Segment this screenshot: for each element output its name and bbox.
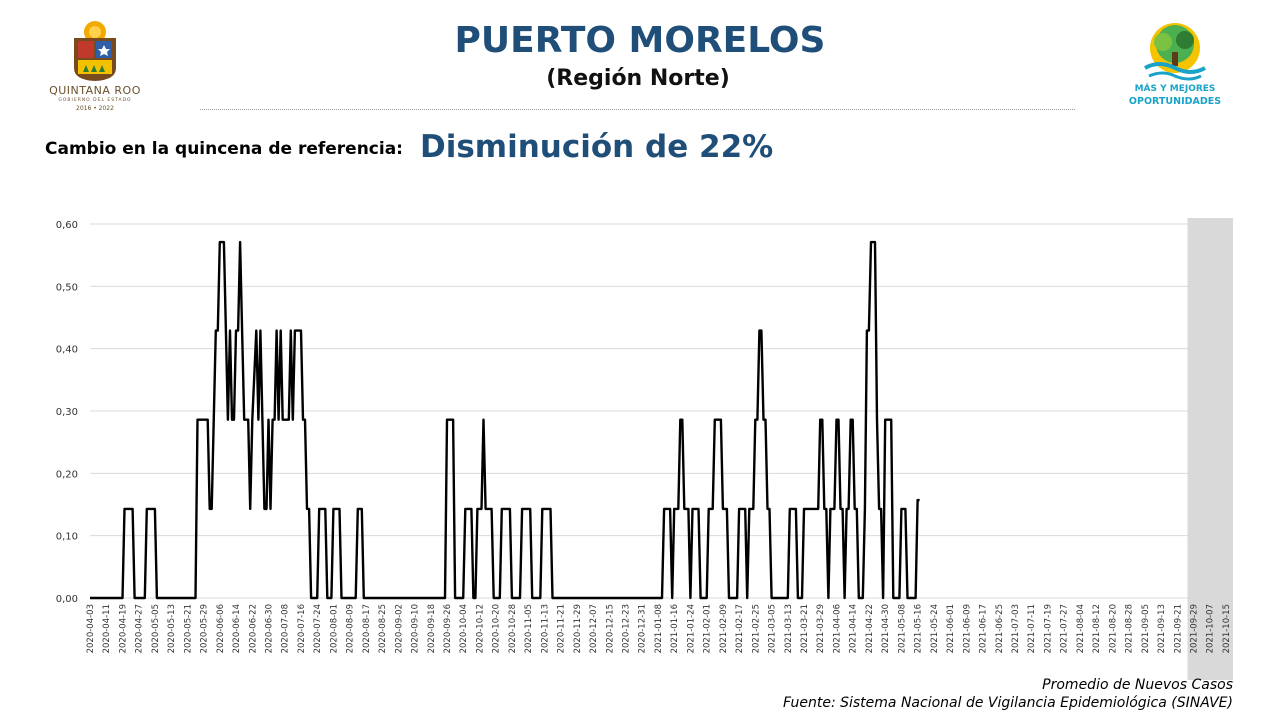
x-tick-label: 2020-05-21 (183, 604, 193, 653)
x-tick-label: 2020-07-08 (281, 604, 291, 653)
x-tick-label: 2021-08-20 (1108, 604, 1118, 653)
x-tick-label: 2021-05-24 (930, 604, 940, 653)
x-tick-label: 2021-04-06 (832, 604, 842, 653)
y-tick-label: 0,50 (56, 282, 78, 293)
y-tick-label: 0,40 (56, 345, 78, 356)
y-tick-label: 0,30 (56, 407, 78, 418)
x-tick-label: 2021-03-21 (800, 604, 810, 653)
x-tick-label: 2021-05-16 (914, 604, 924, 653)
x-tick-label: 2021-09-29 (1189, 604, 1199, 653)
x-tick-label: 2021-03-05 (768, 604, 778, 653)
x-tick-label: 2020-10-12 (475, 604, 485, 653)
x-tick-label: 2020-12-31 (638, 604, 648, 653)
coat-of-arms-icon (74, 21, 116, 81)
series-line (90, 240, 920, 600)
y-tick-label: 0,10 (56, 532, 78, 543)
x-tick-label: 2020-04-11 (102, 604, 112, 653)
x-tick-label: 2020-11-05 (524, 604, 534, 653)
page-title: PUERTO MORELOS (454, 20, 826, 61)
x-tick-label: 2020-12-07 (589, 604, 599, 653)
new-cases-line-chart: 0,00 0,10 0,20 0,30 0,40 0,50 0,60 2020-04-03 20… (56, 218, 1233, 680)
x-tick-label: 2021-01-08 (654, 604, 664, 653)
x-tick-label: 2021-09-21 (1173, 604, 1183, 653)
x-tick-label: 2020-08-01 (329, 604, 339, 653)
x-tick-label: 2020-10-04 (459, 604, 469, 653)
x-tick-label: 2020-07-16 (297, 604, 307, 653)
x-tick-label: 2021-08-28 (1125, 604, 1135, 653)
x-tick-label: 2020-06-22 (248, 604, 258, 653)
x-tick-label: 2021-03-29 (816, 604, 826, 653)
x-tick-label: 2021-08-04 (1076, 604, 1086, 653)
x-tick-label: 2020-05-13 (167, 604, 177, 653)
x-tick-label: 2021-06-17 (979, 604, 989, 653)
x-tick-label: 2020-12-23 (622, 604, 632, 653)
x-tick-label: 2020-11-13 (540, 604, 550, 653)
y-tick-label: 0,60 (56, 220, 78, 231)
x-tick-label: 2020-09-26 (443, 604, 453, 653)
state-government-caption: GOBIERNO DEL ESTADO (58, 98, 132, 103)
x-tick-label: 2020-06-30 (265, 604, 275, 653)
x-tick-label: 2020-06-14 (232, 604, 242, 653)
x-tick-label: 2020-09-10 (411, 604, 421, 653)
x-tick-label: 2020-07-24 (313, 604, 323, 653)
x-tick-label: 2021-10-07 (1206, 604, 1216, 653)
slogan-line-2: OPORTUNIDADES (1128, 96, 1222, 107)
reference-window-shade (1187, 218, 1233, 680)
x-tick-label: 2021-04-30 (881, 604, 891, 653)
change-label: Cambio en la quincena de referencia: (45, 139, 403, 159)
x-tick-label: 2021-09-05 (1141, 604, 1151, 653)
x-tick-label: 2021-02-25 (751, 604, 761, 653)
oportunidades-logo: MÁS Y MEJORES OPORTUNIDADES (1125, 22, 1225, 114)
x-tick-label: 2021-07-19 (1043, 604, 1053, 653)
x-tick-label: 2021-07-11 (1027, 604, 1037, 653)
x-tick-label: 2020-10-20 (492, 604, 502, 653)
x-tick-label: 2021-01-24 (686, 604, 696, 653)
x-tick-label: 2021-09-13 (1157, 604, 1167, 653)
x-tick-label: 2020-04-03 (86, 604, 96, 653)
x-tick-label: 2020-05-05 (151, 604, 161, 653)
x-tick-label: 2021-04-22 (865, 604, 875, 653)
x-tick-label: 2020-09-02 (394, 604, 404, 653)
tree-icon (1144, 23, 1206, 81)
x-tick-label: 2020-08-25 (378, 604, 388, 653)
data-source: Fuente: Sistema Nacional de Vigilancia E… (783, 695, 1233, 711)
x-tick-label: 2021-03-13 (784, 604, 794, 653)
page-subtitle: (Región Norte) (546, 66, 730, 91)
x-tick-label: 2020-11-21 (557, 604, 567, 653)
x-tick-label: 2020-08-17 (362, 604, 372, 653)
chart-caption: Promedio de Nuevos Casos (1042, 677, 1233, 693)
x-tick-label: 2021-06-09 (962, 604, 972, 653)
x-tick-label: 2021-02-17 (735, 604, 745, 653)
x-tick-label: 2020-09-18 (427, 604, 437, 653)
x-tick-label: 2020-05-29 (200, 604, 210, 653)
x-tick-label: 2021-08-12 (1092, 604, 1102, 653)
x-tick-label: 2021-04-14 (849, 604, 859, 653)
x-tick-label: 2020-04-27 (135, 604, 145, 653)
x-tick-label: 2020-04-19 (118, 604, 128, 653)
administration-years: 2016 • 2022 (76, 105, 114, 112)
quintana-roo-logo: QUINTANA ROO GOBIERNO DEL ESTADO 2016 • … (40, 18, 150, 113)
x-tick-label: 2021-06-01 (946, 604, 956, 653)
x-tick-label: 2021-01-16 (670, 604, 680, 653)
y-tick-label: 0,00 (56, 594, 78, 605)
x-tick-label: 2020-12-15 (605, 604, 615, 653)
x-tick-label: 2021-02-09 (719, 604, 729, 653)
state-name: QUINTANA ROO (49, 84, 141, 97)
x-tick-label: 2020-10-28 (508, 604, 518, 653)
change-value: Disminución de 22% (420, 129, 774, 165)
x-tick-label: 2020-06-06 (216, 604, 226, 653)
x-tick-label: 2021-10-15 (1222, 604, 1232, 653)
header-divider (200, 109, 1075, 110)
y-tick-label: 0,20 (56, 469, 78, 480)
x-tick-label: 2020-08-09 (346, 604, 356, 653)
x-tick-label: 2021-07-27 (1060, 604, 1070, 653)
x-tick-label: 2020-11-29 (573, 604, 583, 653)
x-tick-label: 2021-07-03 (1011, 604, 1021, 653)
x-tick-label: 2021-05-08 (897, 604, 907, 653)
x-tick-label: 2021-06-25 (995, 604, 1005, 653)
slogan-line-1: MÁS Y MEJORES (1134, 84, 1216, 94)
x-tick-label: 2021-02-01 (703, 604, 713, 653)
